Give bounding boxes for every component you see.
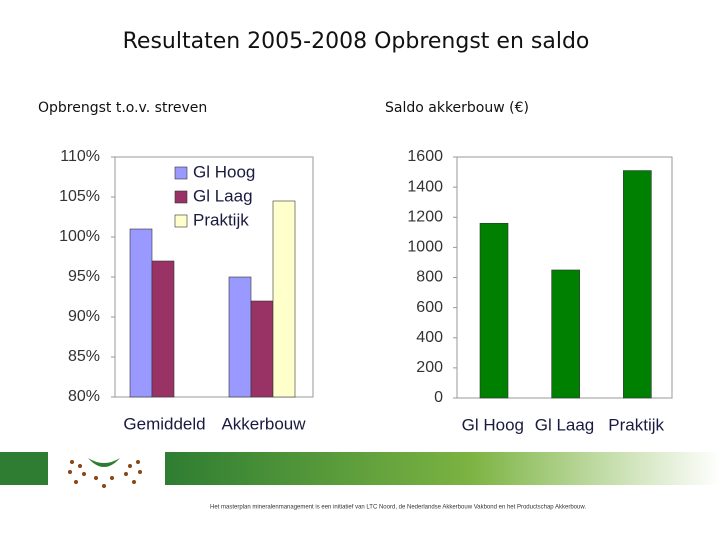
y-tick-label: 400 [416, 329, 443, 346]
bar [623, 170, 652, 399]
y-tick-label: 800 [416, 269, 443, 286]
y-tick-label: 600 [416, 299, 443, 316]
legend-swatch [174, 190, 188, 204]
legend-label: Praktijk [193, 210, 249, 229]
legend-swatch [174, 214, 188, 228]
legend-label: Gl Laag [193, 186, 253, 205]
logo [68, 458, 142, 488]
x-tick-label: Gemiddeld [123, 414, 205, 433]
y-tick-label: 200 [416, 359, 443, 376]
footer-band [165, 452, 720, 485]
footer-text: Het masterplan mineralenmanagement is ee… [210, 505, 586, 511]
y-tick-label: 1600 [407, 148, 443, 165]
bar [228, 276, 252, 398]
slide-title: Resultaten 2005-2008 Opbrengst en saldo [123, 29, 590, 54]
bar [129, 228, 153, 398]
chart-title: Opbrengst t.o.v. streven [38, 100, 207, 116]
y-tick-label: 1200 [407, 208, 443, 225]
y-tick-label: 100% [59, 228, 100, 245]
y-tick-label: 80% [68, 388, 100, 405]
chart-title: Saldo akkerbouw (€) [385, 100, 529, 116]
y-tick-label: 1000 [407, 239, 443, 256]
y-tick-label: 110% [60, 148, 100, 165]
y-tick-label: 90% [68, 308, 100, 325]
legend-swatch [174, 166, 188, 180]
y-tick-label: 105% [59, 188, 100, 205]
bar [272, 200, 296, 398]
y-tick-label: 0 [434, 389, 443, 406]
x-tick-label: Gl Hoog [462, 415, 524, 434]
bar [479, 222, 509, 399]
bar [250, 300, 274, 398]
y-tick-label: 85% [68, 348, 100, 365]
x-tick-label: Akkerbouw [221, 414, 306, 433]
x-tick-label: Praktijk [608, 415, 664, 434]
bar [551, 269, 580, 399]
legend-label: Gl Hoog [193, 162, 255, 181]
y-tick-label: 1400 [407, 178, 443, 195]
footer-band-left [0, 452, 48, 485]
bar [151, 260, 175, 398]
y-tick-label: 95% [68, 268, 100, 285]
x-tick-label: Gl Laag [535, 415, 595, 434]
